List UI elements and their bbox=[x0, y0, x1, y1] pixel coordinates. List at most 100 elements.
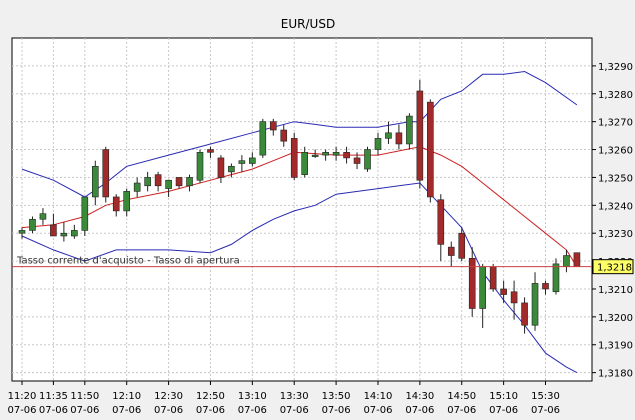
y-tick-label: 1,3270 bbox=[598, 118, 633, 129]
candle-down bbox=[437, 199, 445, 245]
candle-down bbox=[542, 283, 549, 290]
candle-down bbox=[416, 90, 424, 181]
current-price-label: 1,3218 bbox=[597, 263, 632, 274]
y-tick-label: 1,3280 bbox=[598, 90, 633, 101]
x-tick-label-time: 12:30 bbox=[154, 391, 183, 402]
candle-up bbox=[259, 121, 267, 156]
candle-up bbox=[374, 138, 382, 150]
candle-up bbox=[133, 182, 141, 192]
y-tick-label: 1,3290 bbox=[598, 62, 633, 73]
x-tick-label-time: 13:50 bbox=[322, 391, 351, 402]
y-tick-label: 1,3250 bbox=[598, 173, 633, 184]
candle-up bbox=[196, 152, 204, 181]
x-tick-label-date: 07-06 bbox=[322, 405, 351, 416]
candle-down bbox=[217, 157, 225, 178]
candle-up bbox=[332, 152, 340, 156]
candle-down bbox=[50, 224, 57, 237]
candle-up bbox=[81, 196, 89, 231]
candle-up bbox=[238, 160, 246, 164]
x-tick-label-time: 14:10 bbox=[364, 391, 393, 402]
candle-up bbox=[531, 283, 539, 326]
y-tick-label: 1,3260 bbox=[598, 146, 633, 157]
x-tick-label-time: 12:10 bbox=[112, 391, 141, 402]
candle-down bbox=[468, 258, 476, 309]
candle-down bbox=[290, 138, 298, 178]
x-tick-label-time: 12:50 bbox=[196, 391, 225, 402]
x-tick-label-date: 07-06 bbox=[238, 405, 267, 416]
candle-up bbox=[186, 177, 193, 187]
candle-up bbox=[144, 177, 151, 187]
candle-up bbox=[71, 230, 78, 237]
candle-up bbox=[29, 218, 36, 231]
candle-down bbox=[510, 291, 518, 304]
candle-up bbox=[249, 157, 256, 164]
lower-band-line bbox=[21, 182, 578, 374]
x-tick-label-date: 07-06 bbox=[363, 405, 392, 416]
candle-down bbox=[573, 252, 581, 267]
y-tick-label: 1,3230 bbox=[598, 229, 633, 240]
candle-down bbox=[427, 101, 434, 198]
y-tick-label: 1,3240 bbox=[598, 201, 633, 212]
x-tick-label-time: 13:30 bbox=[280, 391, 309, 402]
x-tick-label-date: 07-06 bbox=[70, 405, 99, 416]
x-tick-label-time: 15:30 bbox=[531, 391, 560, 402]
candle-up bbox=[301, 152, 308, 175]
current-price-line: Tasso corrente d'acquisto - Tasso di ape… bbox=[12, 256, 634, 275]
x-tick-label-date: 07-06 bbox=[7, 405, 36, 416]
x-tick-label-date: 07-06 bbox=[280, 405, 309, 416]
x-tick-label-date: 07-06 bbox=[489, 405, 518, 416]
candles bbox=[18, 79, 581, 334]
x-tick-label-time: 11:35 bbox=[39, 391, 68, 402]
candle-down bbox=[280, 129, 288, 142]
x-tick-label-date: 07-06 bbox=[196, 405, 225, 416]
y-tick-label: 1,3180 bbox=[598, 369, 633, 380]
candle-up bbox=[563, 255, 570, 267]
candle-up bbox=[406, 115, 413, 145]
x-tick-label-time: 11:50 bbox=[70, 391, 99, 402]
candle-up bbox=[311, 154, 319, 157]
candle-up bbox=[552, 263, 560, 293]
candle-up bbox=[364, 149, 371, 170]
price-annotation: Tasso corrente d'acquisto - Tasso di ape… bbox=[16, 256, 240, 267]
candle-down bbox=[175, 177, 183, 187]
candle-down bbox=[447, 246, 455, 256]
candle-up bbox=[60, 232, 68, 237]
candle-up bbox=[228, 165, 235, 173]
candle-up bbox=[123, 191, 130, 212]
x-tick-label-date: 07-06 bbox=[405, 405, 434, 416]
x-tick-label-date: 07-06 bbox=[39, 405, 68, 416]
current-price-box bbox=[592, 259, 634, 275]
upper-band-line bbox=[21, 70, 578, 198]
plot-area bbox=[11, 37, 593, 382]
x-tick-label-time: 13:10 bbox=[238, 391, 267, 402]
y-tick-label: 1,3190 bbox=[598, 341, 633, 352]
candle-down bbox=[521, 302, 528, 326]
candle-down bbox=[112, 196, 120, 212]
candle-down bbox=[353, 157, 361, 164]
x-tick-label-date: 07-06 bbox=[447, 405, 476, 416]
candle-down bbox=[102, 149, 110, 198]
candle-up bbox=[91, 165, 99, 198]
candle-down bbox=[458, 232, 466, 259]
x-tick-label-date: 07-06 bbox=[154, 405, 183, 416]
candle-down bbox=[500, 288, 507, 295]
candle-down bbox=[269, 121, 277, 131]
chart-title: EUR/USD bbox=[281, 17, 335, 31]
candle-up bbox=[479, 266, 486, 309]
candle-up bbox=[39, 213, 47, 220]
x-tick-label-time: 11:20 bbox=[8, 391, 37, 402]
candle-down bbox=[207, 149, 214, 153]
x-tick-label-time: 15:10 bbox=[489, 391, 518, 402]
x-axis: 11:2007-0611:3507-0611:5007-0612:1007-06… bbox=[7, 381, 560, 416]
candle-down bbox=[489, 266, 497, 290]
y-tick-label: 1,3210 bbox=[598, 285, 633, 296]
x-tick-label-time: 14:50 bbox=[447, 391, 476, 402]
candle-down bbox=[154, 174, 162, 187]
candle-up bbox=[322, 152, 329, 156]
y-axis: 1,31801,31901,32001,32101,32201,32301,32… bbox=[592, 62, 633, 380]
candle-up bbox=[385, 132, 392, 139]
x-tick-label-date: 07-06 bbox=[112, 405, 141, 416]
y-tick-label: 1,3200 bbox=[598, 313, 633, 324]
